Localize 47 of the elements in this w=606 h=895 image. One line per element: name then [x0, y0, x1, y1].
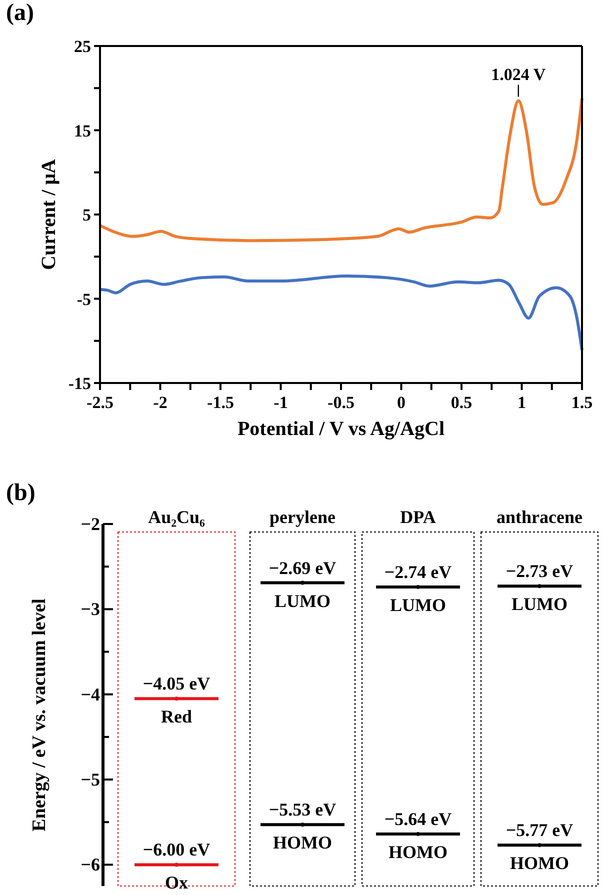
x-tick-label: anthracene [496, 507, 582, 527]
y-tick-label: −3 [80, 599, 100, 620]
x-tick-label: DPA [400, 507, 436, 527]
x-tick-label: -1.5 [207, 393, 234, 412]
line-series [98, 274, 584, 352]
annotation: Red [161, 706, 192, 727]
x-axis-title: Potential / V vs Ag/AgCl [237, 418, 445, 440]
y-tick-label: -15 [68, 374, 91, 393]
chart-title: (a) [6, 0, 34, 26]
data-label: −5.53 eV [268, 800, 336, 820]
x-tick-label: Au₂Cu₆ [148, 507, 206, 527]
x-tick-label: 0 [397, 393, 406, 412]
annotation: LUMO [274, 590, 330, 611]
x-tick-label: 1.5 [571, 393, 593, 412]
chart-title: (b) [6, 480, 36, 506]
data-label: −2.73 eV [506, 561, 574, 582]
annotation: HOMO [388, 842, 448, 862]
y-tick-label: 5 [82, 206, 91, 224]
annotation: 1.024 V [491, 64, 546, 84]
annotation: Ox [164, 872, 188, 893]
line-series [98, 96, 584, 242]
annotation: LUMO [390, 595, 446, 616]
x-tick-label: -1 [274, 393, 288, 412]
y-axis-title: Current / μA [38, 158, 60, 270]
x-tick-label: perylene [270, 507, 336, 527]
y-tick-label: −6 [80, 854, 100, 875]
annotation: HOMO [273, 832, 332, 853]
x-tick-label: 1 [518, 393, 526, 412]
y-tick-label: −5 [80, 770, 100, 790]
data-label: −2.74 eV [384, 562, 452, 582]
data-label: −4.05 eV [142, 674, 210, 694]
x-tick-label: -0.5 [328, 393, 354, 412]
y-tick-label: 15 [74, 121, 91, 140]
y-tick-label: −4 [80, 684, 100, 704]
data-label: −2.69 eV [268, 558, 336, 578]
x-tick-label: 0.5 [450, 393, 472, 412]
y-tick-label: -5 [76, 290, 91, 309]
y-tick-label: 25 [74, 37, 91, 56]
y-tick-label: −2 [80, 514, 100, 534]
data-label: −6.00 eV [142, 840, 210, 860]
data-label: −5.64 eV [384, 809, 452, 830]
y-axis-title: Energy / eV vs. vacuum level [29, 598, 50, 832]
x-tick-label: -2.5 [86, 393, 114, 412]
x-tick-label: -2 [153, 393, 168, 412]
annotation: HOMO [510, 853, 569, 874]
data-label: −5.77 eV [506, 820, 574, 840]
annotation: LUMO [512, 594, 568, 614]
